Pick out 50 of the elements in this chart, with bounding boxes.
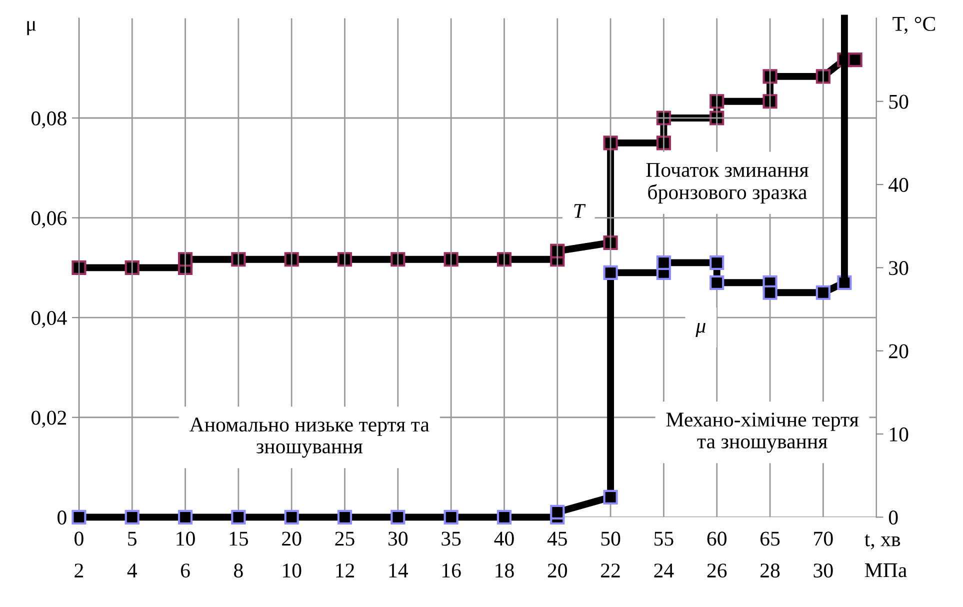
x2-tick-label: 12 xyxy=(336,564,354,578)
y-tick-label: 0,06 xyxy=(31,211,67,228)
x-tick-label: 55 xyxy=(654,532,674,546)
x-tick-label: 10 xyxy=(176,532,195,546)
y2-tick-label: 20 xyxy=(889,344,908,358)
annotation: Початок зминання бронзового зразка xyxy=(646,163,808,204)
y2-tick-label: 40 xyxy=(888,178,908,192)
x2-tick-label: 28 xyxy=(760,564,780,578)
annotation: T xyxy=(574,204,586,218)
y2-axis-title: T, °C xyxy=(892,16,935,34)
x-tick-label: 35 xyxy=(442,532,461,546)
y2-tick-label: 0 xyxy=(888,510,898,525)
x2-axis-title: МПа xyxy=(864,563,907,578)
x-tick-label: 50 xyxy=(601,532,620,546)
x-tick-label: 0 xyxy=(74,532,84,546)
y-tick-label: 0,08 xyxy=(31,111,66,128)
x-tick-label: 40 xyxy=(494,532,514,546)
annotation: μ xyxy=(696,322,706,338)
x2-tick-label: 22 xyxy=(601,564,620,578)
x-tick-label: 70 xyxy=(814,532,833,546)
x2-tick-label: 16 xyxy=(442,564,461,578)
x2-tick-label: 14 xyxy=(389,564,408,578)
x-tick-label: 60 xyxy=(707,532,726,546)
x-tick-label: 25 xyxy=(335,532,354,546)
x2-tick-label: 2 xyxy=(74,564,84,578)
y2-tick-label: 50 xyxy=(889,94,908,109)
x2-tick-label: 20 xyxy=(548,564,568,578)
y-tick-label: 0,04 xyxy=(31,310,67,328)
x-tick-label: 5 xyxy=(128,532,137,546)
x2-tick-label: 8 xyxy=(234,564,243,578)
x2-tick-label: 24 xyxy=(654,564,674,578)
y2-tick-label: 30 xyxy=(889,261,908,276)
y2-tick-label: 10 xyxy=(890,427,908,442)
x-tick-label: 20 xyxy=(282,532,302,546)
x2-tick-label: 10 xyxy=(283,564,302,578)
x2-tick-label: 26 xyxy=(707,564,727,578)
x-tick-label: 30 xyxy=(388,532,408,546)
x-axis-title: t, хв xyxy=(864,534,900,550)
x2-tick-label: 6 xyxy=(180,564,190,578)
x2-tick-label: 18 xyxy=(496,564,514,578)
y-tick-label: 0 xyxy=(58,510,66,525)
annotation: Механо-хімічне тертя та зношування xyxy=(666,412,859,453)
x2-tick-label: 4 xyxy=(127,564,138,578)
y-tick-label: 0,02 xyxy=(31,410,66,428)
x-tick-label: 45 xyxy=(547,532,567,546)
x2-tick-label: 30 xyxy=(814,564,833,578)
annotation: Аномально низьке тертя та зношування xyxy=(190,418,430,458)
x-tick-label: 15 xyxy=(230,532,248,546)
x-tick-label: 65 xyxy=(760,532,780,546)
y-axis-title: μ xyxy=(27,21,36,36)
